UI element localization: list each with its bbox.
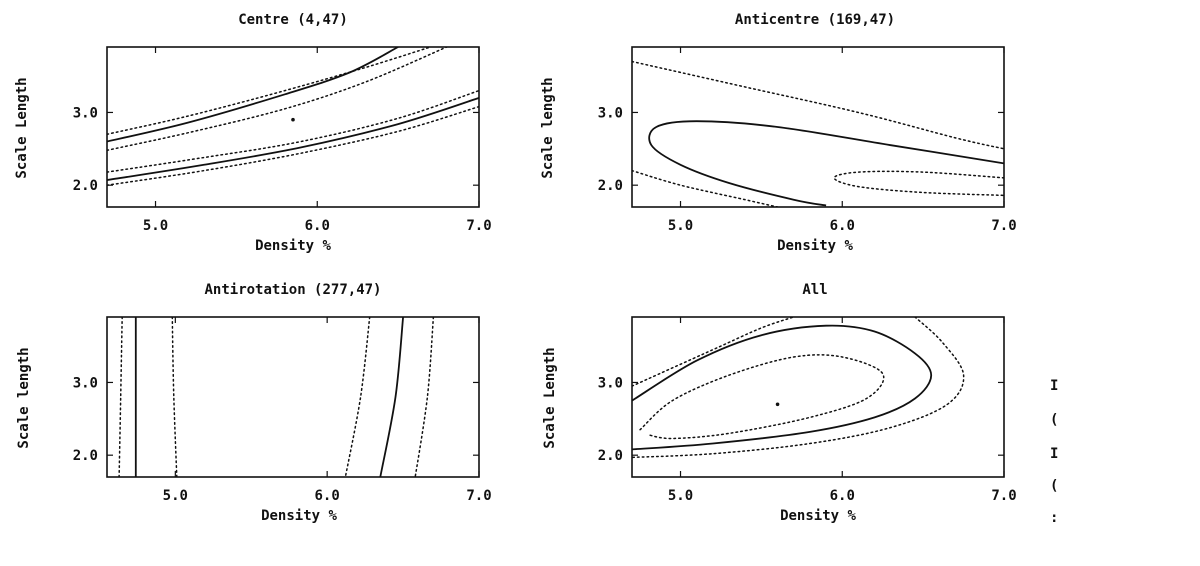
- plot-frame: [106, 316, 480, 478]
- side-glyph: :: [1050, 510, 1058, 526]
- x-tick-label: 5.0: [143, 218, 168, 234]
- y-tick-label: 2.0: [73, 448, 98, 464]
- x-tick-label: 6.0: [830, 218, 855, 234]
- contour-dotted: [632, 317, 965, 459]
- contour-group: [107, 47, 479, 186]
- contour-dotted: [632, 317, 795, 387]
- x-tick-label: 5.0: [668, 218, 693, 234]
- side-glyph: I: [1050, 446, 1058, 462]
- chart-title: Anticentre (169,47): [735, 12, 895, 28]
- contour-dotted: [107, 47, 448, 152]
- contour-group: [118, 317, 435, 477]
- y-tick-label: 2.0: [598, 448, 623, 464]
- x-tick-label: 7.0: [991, 218, 1016, 234]
- contour-dotted: [107, 47, 432, 136]
- side-glyph: (: [1050, 412, 1058, 428]
- y-tick-label: 2.0: [73, 178, 98, 194]
- y-axis-label: Scale Length: [14, 77, 30, 178]
- contour-solid: [632, 324, 933, 451]
- contour-group: [632, 317, 965, 459]
- chart-title: Antirotation (277,47): [204, 282, 381, 298]
- panel-all: All 5.0 6.0 7.0 2.0 3.0 Density % Scale Length: [542, 282, 1017, 524]
- contour-solid: [107, 47, 399, 143]
- plot-frame: [631, 46, 1005, 208]
- cropped-side-text: I ( I (:: [1050, 378, 1058, 526]
- best-fit-point: [291, 117, 295, 122]
- contour-dotted: [171, 317, 178, 477]
- chart-title: Centre (4,47): [238, 12, 348, 28]
- y-axis-label: Scale length: [540, 77, 556, 178]
- x-axis-label: Density %: [780, 508, 856, 524]
- contour-solid: [107, 97, 479, 181]
- x-tick-label: 6.0: [315, 488, 340, 504]
- chart-title: All: [802, 282, 827, 298]
- x-tick-label: 5.0: [163, 488, 188, 504]
- plot-frame: [631, 316, 1005, 478]
- best-fit-point: [775, 402, 780, 407]
- x-axis-label: Density %: [777, 238, 853, 254]
- panel-antirotation: Antirotation (277,47) 5.0 6.0 7.0 2.0 3.0 Dens…: [16, 282, 492, 524]
- x-tick-label: 7.0: [466, 218, 491, 234]
- x-tick-label: 6.0: [305, 218, 330, 234]
- contour-dotted: [107, 105, 479, 186]
- panel-centre: Centre (4,47) 5.0 6.0 7.0 2.0 3.0 Density % Sca…: [14, 12, 492, 254]
- contour-dotted: [414, 317, 435, 477]
- contour-dotted: [632, 169, 779, 207]
- contour-solid: [379, 317, 404, 477]
- side-glyph: (: [1050, 478, 1058, 494]
- contour-dotted: [107, 89, 479, 173]
- contour-dotted: [639, 354, 885, 440]
- y-tick-label: 2.0: [598, 178, 623, 194]
- y-tick-label: 3.0: [73, 105, 98, 121]
- x-tick-label: 5.0: [668, 488, 693, 504]
- x-axis-label: Density %: [255, 238, 331, 254]
- contour-dotted: [118, 317, 123, 477]
- contour-dotted: [344, 317, 371, 477]
- y-axis-label: Scale Length: [542, 347, 558, 448]
- y-tick-label: 3.0: [73, 375, 98, 391]
- y-tick-label: 3.0: [598, 105, 623, 121]
- contour-group: [632, 60, 1004, 207]
- y-axis-label: Scale length: [16, 347, 32, 448]
- x-tick-label: 7.0: [466, 488, 491, 504]
- y-tick-label: 3.0: [598, 375, 623, 391]
- x-tick-label: 6.0: [830, 488, 855, 504]
- side-glyph: I: [1050, 378, 1058, 394]
- contour-solid: [648, 120, 1004, 207]
- contour-dotted: [632, 60, 1004, 150]
- contour-dotted: [833, 170, 1004, 197]
- plot-frame: [106, 46, 480, 208]
- x-tick-label: 7.0: [991, 488, 1016, 504]
- x-axis-label: Density %: [261, 508, 337, 524]
- panel-anticentre: Anticentre (169,47) 5.0 6.0 7.0 2.0 3.0 Densit…: [540, 12, 1017, 254]
